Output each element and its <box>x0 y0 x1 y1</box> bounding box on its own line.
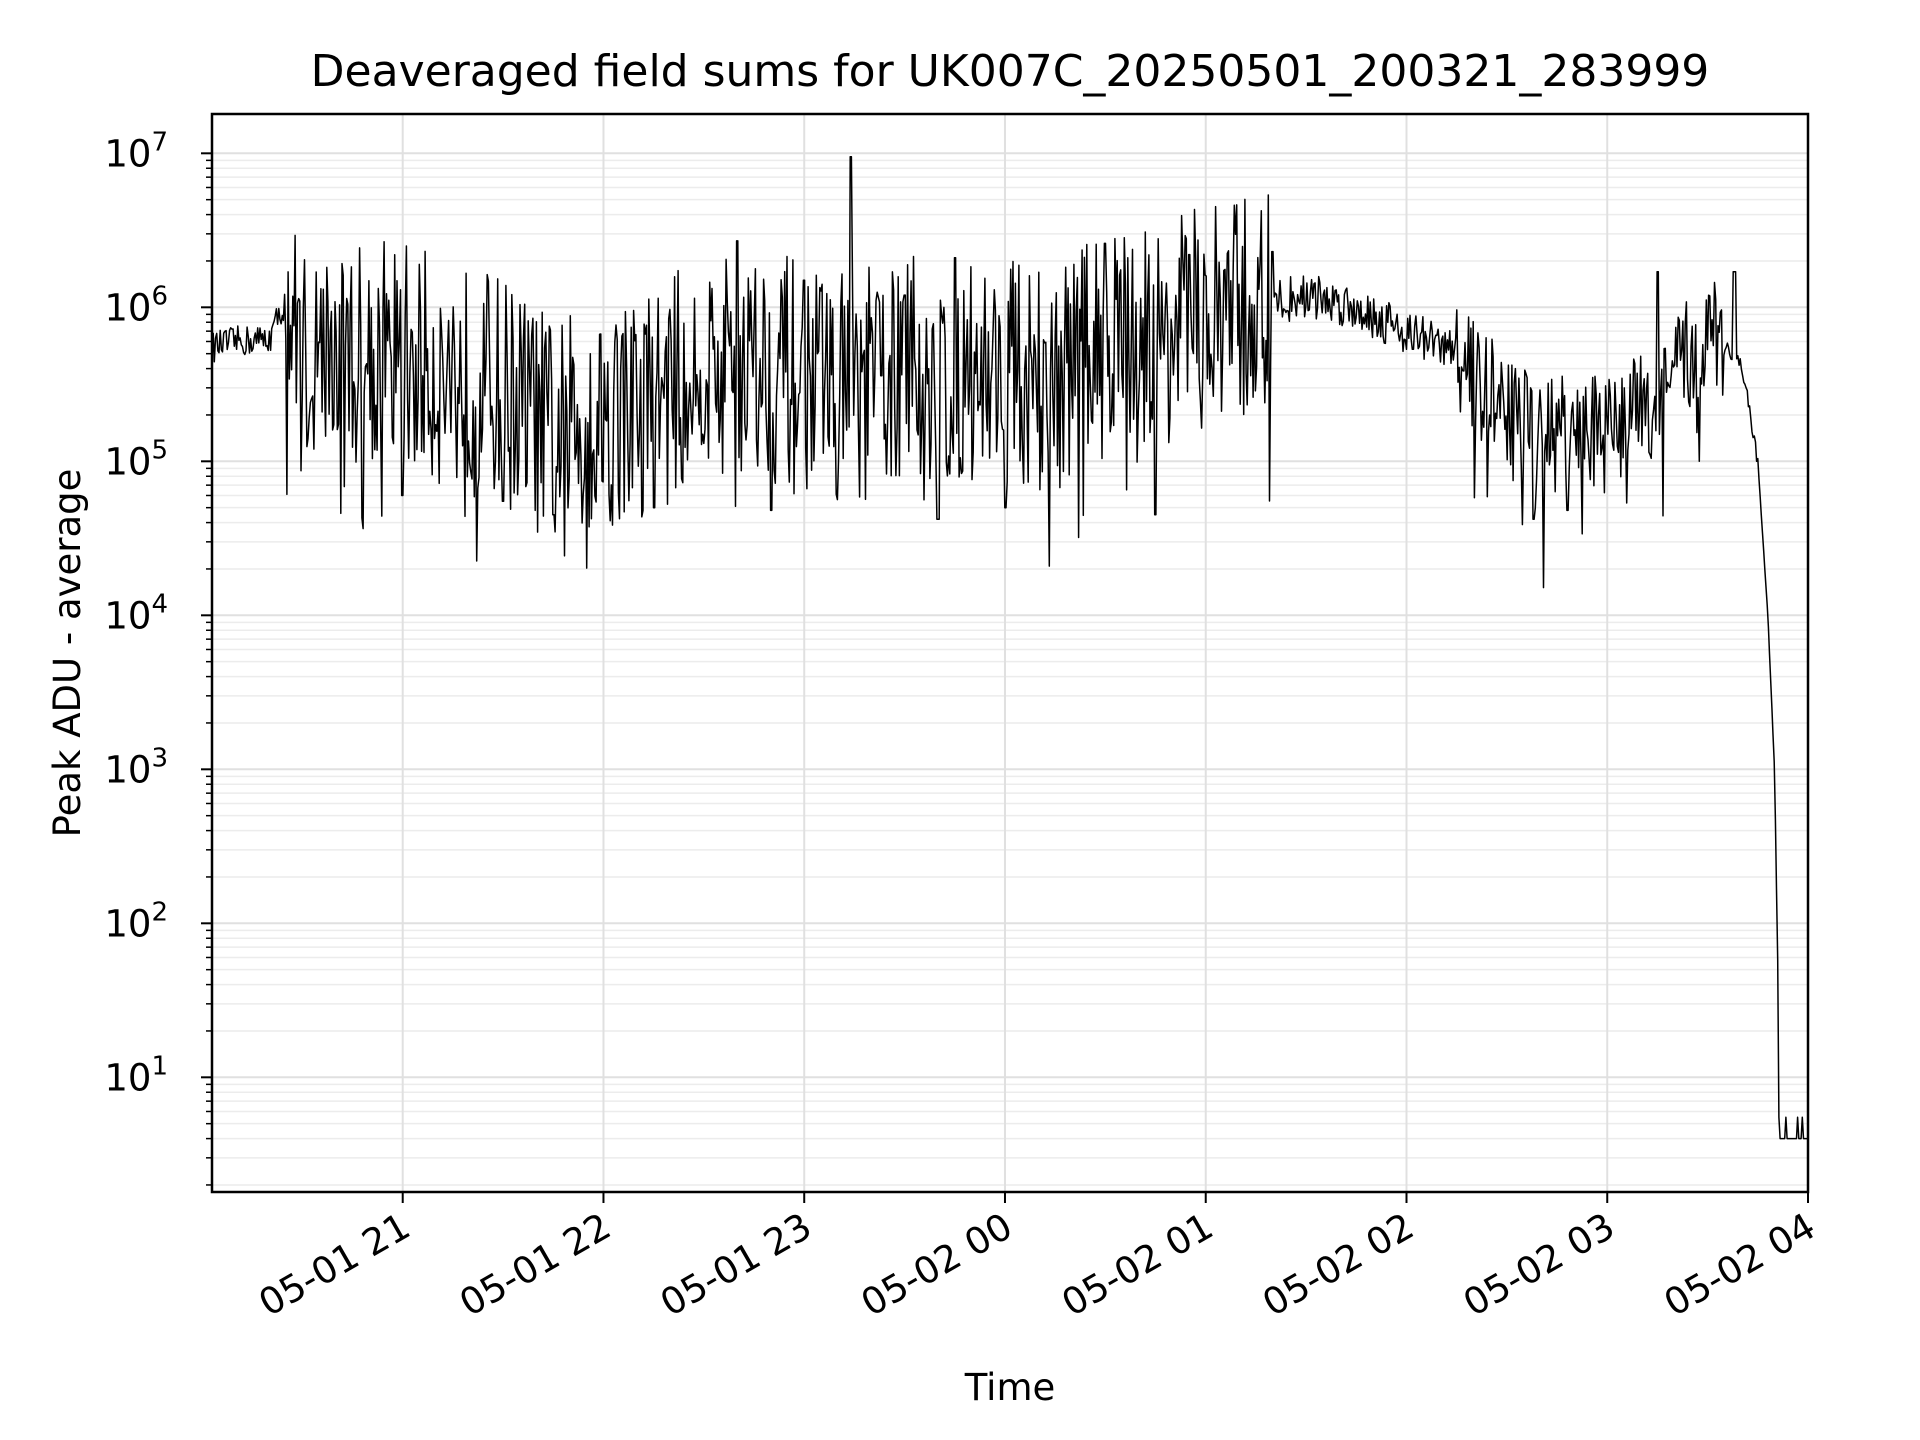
series-line <box>211 155 1807 1140</box>
y-tick-base: 10 <box>104 132 151 175</box>
y-tick-base: 10 <box>104 594 151 637</box>
x-axis-label: Time <box>964 1366 1056 1409</box>
chart-title: Deaveraged field sums for UK007C_2025050… <box>311 46 1710 97</box>
y-tick-label: 101 <box>104 1051 168 1099</box>
y-tick-base: 10 <box>104 286 151 329</box>
y-tick-exponent: 1 <box>151 1051 168 1081</box>
y-tick-base: 10 <box>104 1056 151 1099</box>
y-tick-base: 10 <box>104 440 151 483</box>
y-tick-exponent: 5 <box>151 435 168 465</box>
y-tick-label: 104 <box>104 589 168 637</box>
y-tick-exponent: 3 <box>151 743 168 773</box>
y-tick-label: 102 <box>104 897 168 945</box>
y-tick-exponent: 2 <box>151 897 168 927</box>
y-tick-exponent: 4 <box>151 589 168 619</box>
y-tick-exponent: 6 <box>151 281 168 311</box>
y-axis-label: Peak ADU - average <box>46 469 89 838</box>
y-tick-exponent: 7 <box>151 127 168 157</box>
y-tick-label: 106 <box>104 281 168 329</box>
y-tick-label: 105 <box>104 435 168 483</box>
y-tick-label: 107 <box>104 127 168 175</box>
y-tick-base: 10 <box>104 902 151 945</box>
plot-frame <box>210 112 1810 1194</box>
y-tick-label: 103 <box>104 743 168 791</box>
y-tick-base: 10 <box>104 748 151 791</box>
